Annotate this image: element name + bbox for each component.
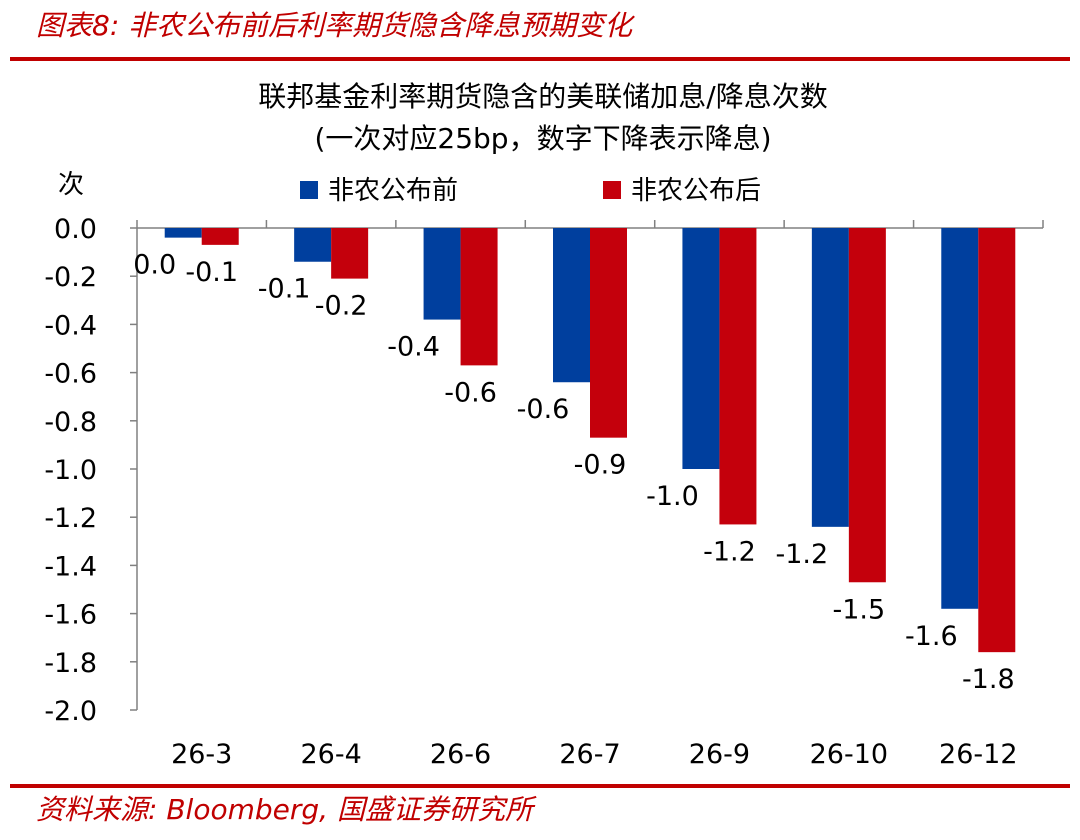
y-tick-label: -0.2 xyxy=(44,262,97,293)
figure-title: 图表8: 非农公布前后利率期货隐含降息预期变化 xyxy=(36,9,633,42)
bar-before xyxy=(294,228,332,262)
legend-label-before: 非农公布前 xyxy=(328,176,458,206)
legend-swatch-after xyxy=(603,181,621,199)
data-label-before: -1.2 xyxy=(776,539,829,570)
data-label-before: -1.6 xyxy=(905,621,958,652)
bar-after xyxy=(460,228,498,366)
legend-label-after: 非农公布后 xyxy=(631,176,761,206)
data-label-after: -1.5 xyxy=(833,594,886,625)
data-label-before: -0.6 xyxy=(517,394,570,425)
data-label-after: -1.2 xyxy=(703,536,756,567)
bar-before xyxy=(423,228,461,320)
y-tick-label: -1.4 xyxy=(44,551,97,582)
data-label-after: -0.1 xyxy=(185,257,238,288)
y-tick-label: -1.0 xyxy=(44,455,97,486)
bottom-divider xyxy=(10,784,1070,788)
bar-after xyxy=(719,228,757,525)
data-label-before: 0.0 xyxy=(133,250,176,281)
y-tick-label: -0.8 xyxy=(44,407,97,438)
chart-subtitle: (一次对应25bp，数字下降表示降息) xyxy=(314,122,771,155)
y-tick-label: -2.0 xyxy=(44,696,97,727)
x-tick-label: 26-12 xyxy=(939,739,1017,770)
y-tick-label: -0.4 xyxy=(44,310,97,341)
data-label-after: -0.2 xyxy=(315,291,368,322)
y-axis-unit-label: 次 xyxy=(58,170,84,200)
top-divider xyxy=(10,57,1070,61)
bar-before xyxy=(811,228,849,527)
y-tick-label: -1.8 xyxy=(44,648,97,679)
bar-after xyxy=(201,228,239,245)
bar-before xyxy=(682,228,720,469)
chart-title: 联邦基金利率期货隐含的美联储加息/降息次数 xyxy=(258,80,827,113)
bar-before xyxy=(553,228,590,383)
data-label-before: -0.4 xyxy=(387,332,440,363)
x-tick-label: 26-7 xyxy=(559,739,620,770)
y-tick-label: 0.0 xyxy=(54,214,97,245)
x-tick-label: 26-10 xyxy=(810,739,888,770)
x-tick-label: 26-3 xyxy=(171,739,232,770)
data-label-after: -0.9 xyxy=(574,450,627,481)
bar-after xyxy=(978,228,1016,653)
data-label-after: -1.8 xyxy=(962,664,1015,695)
x-tick-label: 26-9 xyxy=(689,739,750,770)
bar-after xyxy=(331,228,369,279)
bar-after xyxy=(848,228,886,583)
y-tick-label: -0.6 xyxy=(44,359,97,390)
bar-after xyxy=(590,228,627,438)
data-label-after: -0.6 xyxy=(444,377,497,408)
data-label-before: -1.0 xyxy=(646,481,699,512)
x-tick-label: 26-6 xyxy=(430,739,491,770)
y-tick-label: -1.2 xyxy=(44,503,97,534)
source-note: 资料来源: Bloomberg, 国盛证券研究所 xyxy=(36,793,533,826)
bar-before xyxy=(164,228,202,238)
legend-swatch-before xyxy=(300,181,318,199)
x-tick-label: 26-4 xyxy=(301,739,362,770)
y-tick-label: -1.6 xyxy=(44,600,97,631)
data-label-before: -0.1 xyxy=(258,274,311,305)
bar-before xyxy=(941,228,979,609)
